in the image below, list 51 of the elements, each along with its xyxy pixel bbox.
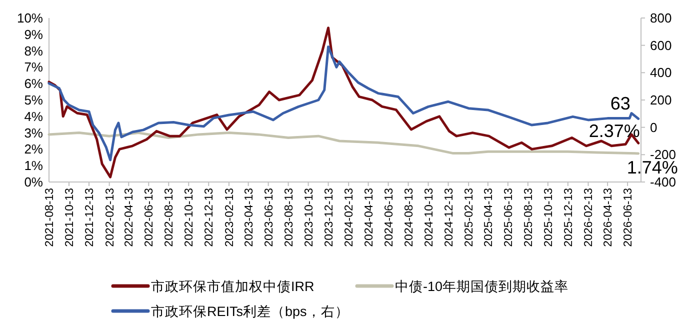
x-tick-label: 2024-02-13: [344, 188, 356, 247]
x-tick-label: 2024-12-13: [443, 188, 456, 247]
y-tick-label: 2%: [24, 142, 44, 157]
x-tick-label: 2023-06-13: [263, 188, 276, 247]
y2-tick-label: -200: [650, 147, 676, 162]
y-tick-label: 8%: [24, 43, 44, 58]
y2-tick-label: 400: [650, 65, 672, 80]
y-tick-label: 10%: [16, 10, 44, 26]
legend-label: 市政环保市值加权中债IRR: [151, 279, 314, 294]
x-tick-label: 2026-04-13: [602, 188, 615, 247]
x-tick-label: 2021-08-13: [44, 188, 56, 247]
x-tick-label: 2023-04-13: [243, 188, 256, 247]
x-tick-label: 2023-08-13: [283, 188, 296, 247]
x-tick-label: 2021-12-13: [84, 188, 96, 247]
x-tick-label: 2021-10-13: [64, 188, 76, 247]
x-tick-label: 2026-02-13: [583, 188, 596, 247]
y2-tick-label: 200: [650, 92, 672, 108]
x-tick-label: 2024-04-13: [363, 188, 376, 247]
y-tick-label: 6%: [24, 76, 44, 92]
y-tick-label: 5%: [24, 92, 44, 108]
y2-tick-label: 800: [650, 10, 672, 26]
y2-tick-label: 600: [650, 38, 672, 53]
legend-label: 中债-10年期国债到期收益率: [395, 279, 569, 294]
y-tick-label: 7%: [24, 60, 44, 75]
x-tick-label: 2022-08-13: [164, 188, 176, 247]
x-tick-label: 2024-10-13: [423, 188, 436, 247]
legend-label: 市政环保REITs利差（bps，右）: [151, 304, 349, 319]
x-tick-label: 2023-10-13: [303, 188, 316, 247]
x-tick-label: 2022-02-13: [104, 188, 116, 247]
x-tick-label: 2025-06-13: [502, 188, 515, 247]
y-tick-label: 9%: [24, 26, 44, 42]
x-tick-label: 2025-04-13: [482, 188, 495, 247]
x-tick-label: 2025-02-13: [464, 188, 476, 247]
x-tick-label: 2025-08-13: [522, 188, 535, 247]
x-tick-label: 2022-06-13: [144, 188, 156, 247]
x-tick-label: 2024-06-13: [383, 188, 396, 247]
y2-tick-label: -400: [650, 174, 676, 190]
x-tick-label: 2022-10-13: [184, 188, 196, 247]
y-tick-label: 4%: [24, 108, 44, 124]
x-tick-label: 2023-02-13: [224, 188, 236, 247]
y-tick-label: 3%: [24, 125, 44, 140]
x-tick-label: 2022-04-13: [124, 188, 136, 247]
x-tick-label: 2023-12-13: [323, 188, 336, 247]
x-tick-label: 2022-12-13: [204, 188, 216, 247]
y-tick-label: 0%: [24, 174, 44, 190]
x-tick-label: 2026-06-13: [622, 188, 635, 247]
x-tick-label: 2025-12-13: [562, 188, 575, 247]
y2-tick-label: 0: [650, 120, 658, 135]
y-tick-label: 1%: [24, 158, 44, 174]
x-tick-label: 2024-08-13: [403, 188, 416, 247]
x-tick-label: 2025-10-13: [542, 188, 555, 247]
